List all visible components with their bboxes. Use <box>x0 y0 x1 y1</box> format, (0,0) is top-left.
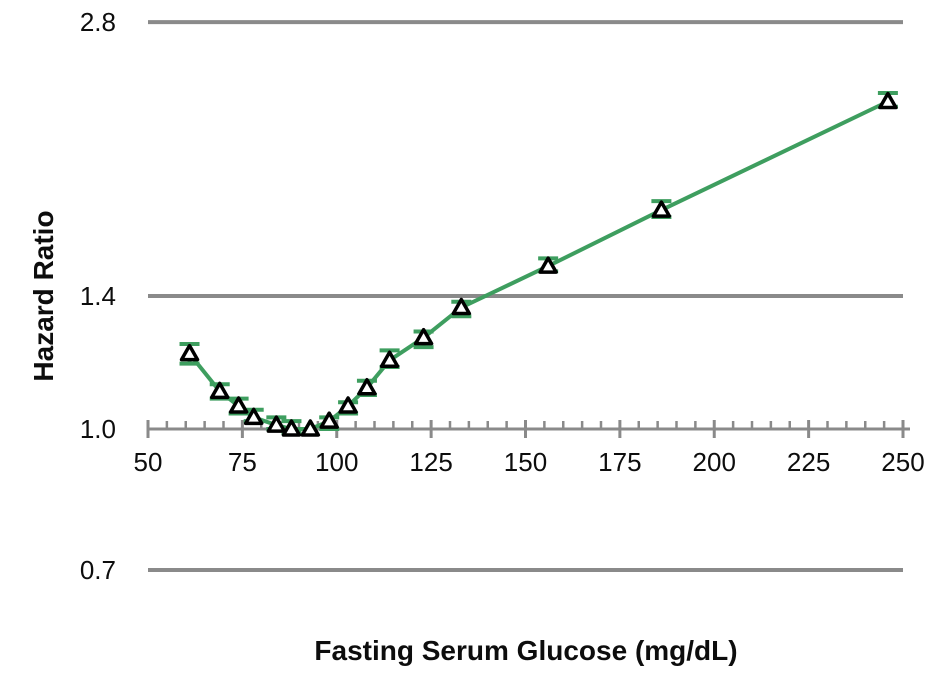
data-point-marker-61 <box>179 343 200 362</box>
data-point-marker-156 <box>538 256 558 274</box>
y-tick-label-2.8: 2.8 <box>80 7 116 37</box>
x-tick-label-150: 150 <box>504 447 547 477</box>
data-point-marker-133 <box>451 297 472 316</box>
x-tick-label-200: 200 <box>693 447 736 477</box>
data-point-marker-88 <box>281 419 302 437</box>
y-axis-title: Hazard Ratio <box>28 210 59 382</box>
x-tick-label-225: 225 <box>787 447 830 477</box>
x-tick-label-75: 75 <box>228 447 257 477</box>
x-tick-label-125: 125 <box>409 447 452 477</box>
data-point-marker-84 <box>266 415 287 433</box>
y-tick-label-0.7: 0.7 <box>80 555 116 585</box>
x-tick-label-250: 250 <box>881 447 924 477</box>
data-point-marker-98 <box>319 411 339 429</box>
data-point-marker-93 <box>300 419 321 437</box>
data-point-marker-69 <box>209 381 230 400</box>
data-point-marker-186 <box>651 200 672 218</box>
data-point-marker-103 <box>338 396 358 414</box>
x-tick-label-50: 50 <box>134 447 163 477</box>
y-tick-label-1.4: 1.4 <box>80 281 116 311</box>
data-point-marker-123 <box>413 327 434 346</box>
x-axis-title: Fasting Serum Glucose (mg/dL) <box>314 635 738 666</box>
y-tick-label-1: 1.0 <box>80 414 116 444</box>
x-tick-label-100: 100 <box>315 447 358 477</box>
series-line <box>187 99 890 431</box>
data-point-marker-74 <box>228 396 249 414</box>
data-point-marker-108 <box>357 378 377 396</box>
x-tick-label-175: 175 <box>598 447 641 477</box>
data-point-marker-78 <box>243 407 264 426</box>
data-point-marker-246 <box>878 91 898 110</box>
data-point-marker-114 <box>379 350 400 369</box>
